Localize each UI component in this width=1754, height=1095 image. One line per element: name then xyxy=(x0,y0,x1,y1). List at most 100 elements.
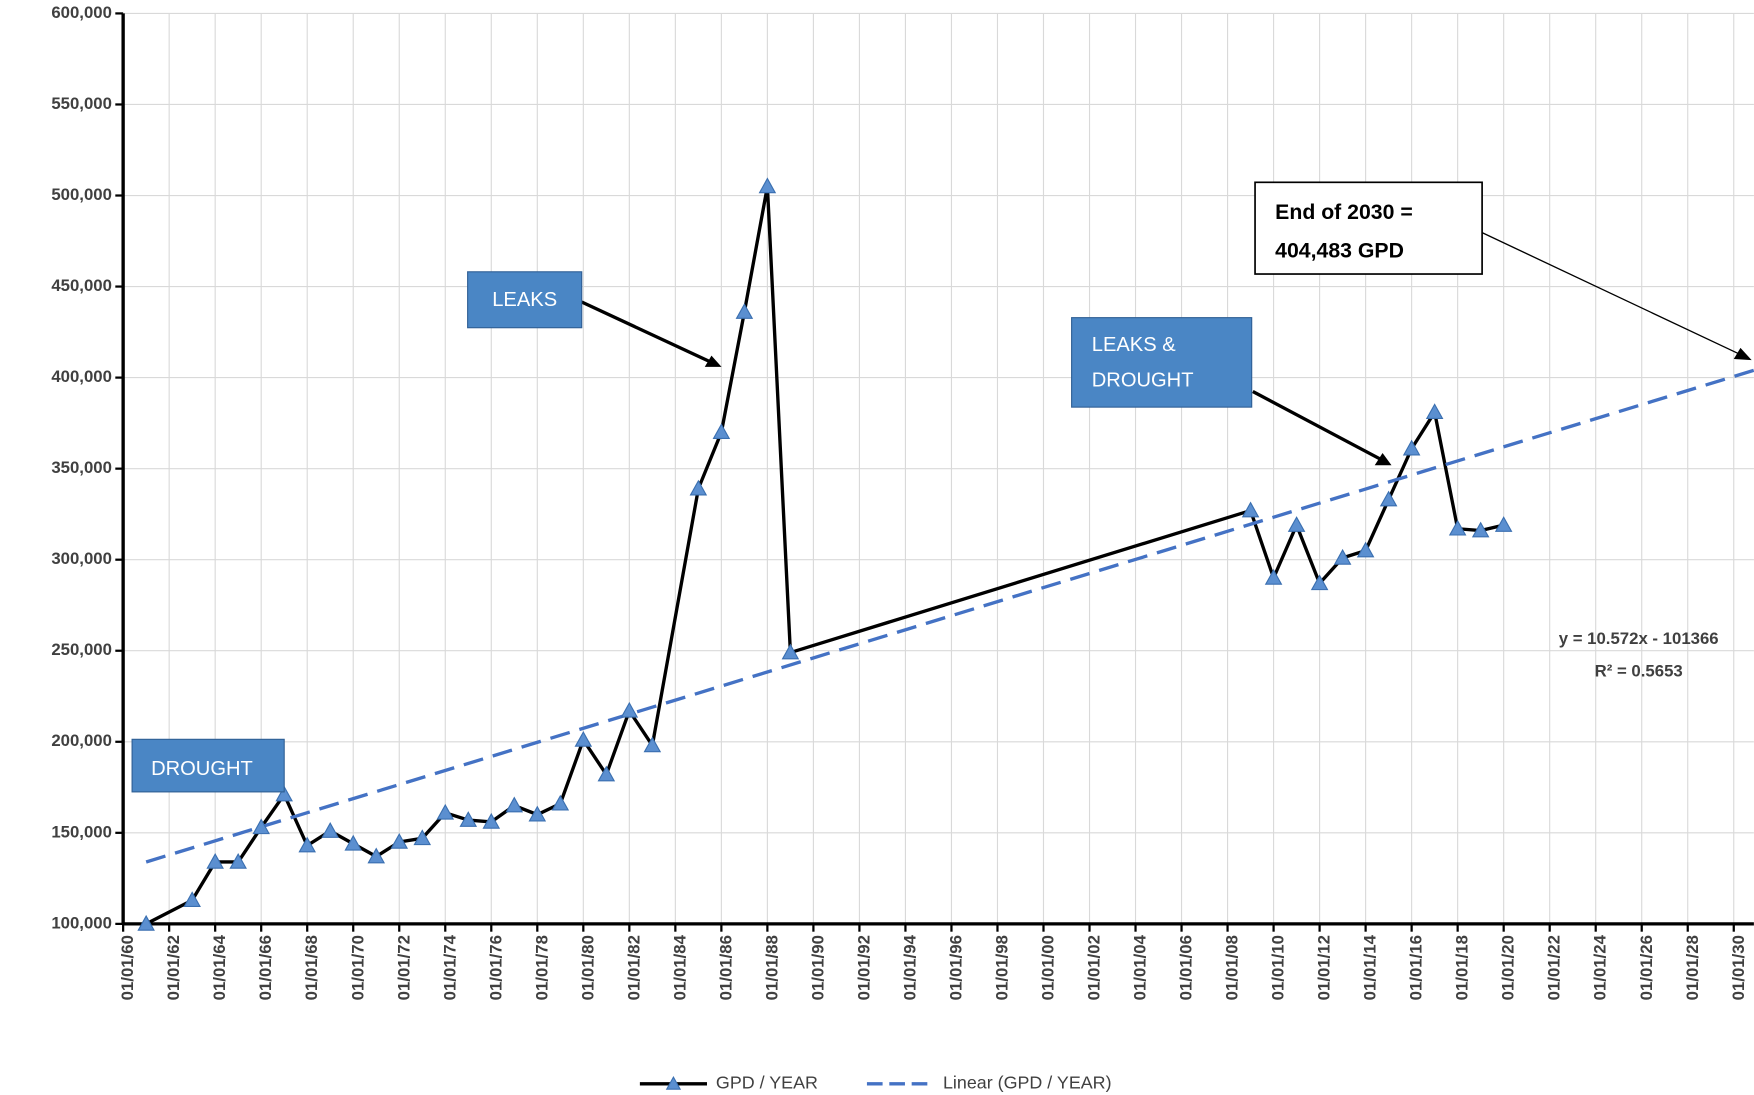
legend-marker xyxy=(665,1075,682,1090)
marker xyxy=(1425,403,1444,420)
x-tick-label: 01/01/96 xyxy=(946,935,965,1000)
x-tick-label: 01/01/70 xyxy=(348,935,367,1000)
marker xyxy=(574,730,593,747)
marks xyxy=(137,177,1754,931)
y-tick-label: 200,000 xyxy=(51,731,112,750)
x-tick-label: 01/01/88 xyxy=(762,935,781,1000)
arrow-head xyxy=(1733,347,1752,361)
marker xyxy=(1356,541,1375,558)
marker xyxy=(229,852,247,869)
marker xyxy=(597,765,616,782)
annotation: DROUGHT xyxy=(151,758,253,780)
x-tick-label: 01/01/98 xyxy=(993,935,1012,1000)
y-tick-label: 400,000 xyxy=(51,367,112,386)
marker xyxy=(321,822,339,838)
legend-label: Linear (GPD / YEAR) xyxy=(943,1073,1112,1093)
trend-line xyxy=(145,368,1754,864)
arrow-head xyxy=(1374,452,1392,466)
marker xyxy=(1310,574,1329,591)
series-line xyxy=(145,186,1505,926)
marker xyxy=(137,914,155,931)
arrow xyxy=(581,300,713,364)
x-tick-label: 01/01/62 xyxy=(164,935,183,1000)
marker xyxy=(1241,501,1260,518)
annotation: LEAKS & xyxy=(1092,334,1176,356)
x-tick-label: 01/01/28 xyxy=(1683,935,1702,1000)
marker xyxy=(298,836,316,853)
marker xyxy=(1471,521,1490,538)
x-tick-label: 01/01/82 xyxy=(624,935,643,1000)
y-tick-label: 350,000 xyxy=(51,458,112,477)
x-tick-label: 01/01/66 xyxy=(256,935,275,1000)
marker xyxy=(413,829,432,846)
marker xyxy=(689,479,708,496)
marker xyxy=(643,736,662,753)
legend: GPD / YEAR Linear (GPD / YEAR) xyxy=(639,1073,1112,1093)
marker xyxy=(712,423,731,440)
marker xyxy=(252,818,270,835)
annotation: 404,483 GPD xyxy=(1275,238,1404,262)
marker xyxy=(1264,568,1283,585)
marker xyxy=(620,701,639,718)
y-tick-label: 500,000 xyxy=(51,185,112,204)
x-tick-label: 01/01/76 xyxy=(486,935,505,1000)
marker xyxy=(551,794,570,811)
annotation-box xyxy=(1254,181,1483,275)
y-tick-label: 600,000 xyxy=(51,3,112,22)
x-tick-label: 01/01/30 xyxy=(1729,935,1748,1000)
x-tick-label: 01/01/80 xyxy=(578,935,597,1000)
x-tick-label: 01/01/84 xyxy=(670,934,689,1000)
marker xyxy=(735,303,754,319)
marker xyxy=(1448,519,1467,536)
legend-label: GPD / YEAR xyxy=(716,1073,818,1093)
x-tick-label: 01/01/16 xyxy=(1407,935,1426,1000)
marker xyxy=(1379,490,1398,507)
annotation: End of 2030 = xyxy=(1275,200,1413,224)
x-tick-label: 01/01/24 xyxy=(1591,934,1610,1000)
y-tick-label: 100,000 xyxy=(51,913,112,932)
x-tick-label: 01/01/00 xyxy=(1039,935,1058,1000)
annotation-box xyxy=(467,271,583,329)
y-tick-label: 450,000 xyxy=(51,276,112,295)
x-tick-label: 01/01/18 xyxy=(1453,935,1472,1000)
x-tick-label: 01/01/10 xyxy=(1269,935,1288,1000)
x-tick-label: 01/01/12 xyxy=(1315,935,1334,1000)
marker xyxy=(206,852,224,869)
marker xyxy=(183,891,201,908)
grid: 100,000 150,000 200,000 250,000 300,000 350,0… xyxy=(51,3,1754,1000)
x-tick-label: 01/01/60 xyxy=(118,935,137,1000)
x-tick-label: 01/01/74 xyxy=(440,934,459,1000)
x-tick-label: 01/01/86 xyxy=(716,935,735,1000)
marker xyxy=(528,805,547,822)
annotation-box xyxy=(1071,317,1253,408)
y-tick-label: 300,000 xyxy=(51,549,112,568)
x-tick-label: 01/01/14 xyxy=(1361,934,1380,1000)
marker xyxy=(758,177,777,194)
marker xyxy=(781,643,800,660)
arrow-head xyxy=(704,355,722,367)
y-tick-label: 250,000 xyxy=(51,640,112,659)
x-tick-label: 01/01/22 xyxy=(1545,935,1564,1000)
annotation: LEAKS xyxy=(492,289,557,311)
annotation-box xyxy=(131,738,285,793)
x-tick-label: 01/01/90 xyxy=(808,935,827,1000)
marker xyxy=(275,785,293,802)
marker xyxy=(436,803,455,820)
arrow xyxy=(1481,232,1741,356)
annotation: DROUGHT xyxy=(1092,370,1194,392)
y-tick-label: 550,000 xyxy=(51,94,112,113)
marker xyxy=(1494,516,1513,532)
trend-equation: y = 10.572x - 101366 xyxy=(1559,629,1719,648)
marker xyxy=(459,811,478,827)
x-tick-label: 01/01/02 xyxy=(1085,935,1104,1000)
marker xyxy=(367,847,386,864)
x-tick-label: 01/01/92 xyxy=(854,935,873,1000)
marker xyxy=(1333,548,1352,565)
x-tick-label: 01/01/06 xyxy=(1177,935,1196,1000)
marker xyxy=(482,812,501,829)
x-tick-label: 01/01/64 xyxy=(210,934,229,1000)
x-tick-label: 01/01/72 xyxy=(394,935,413,1000)
x-tick-label: 01/01/26 xyxy=(1637,935,1656,1000)
